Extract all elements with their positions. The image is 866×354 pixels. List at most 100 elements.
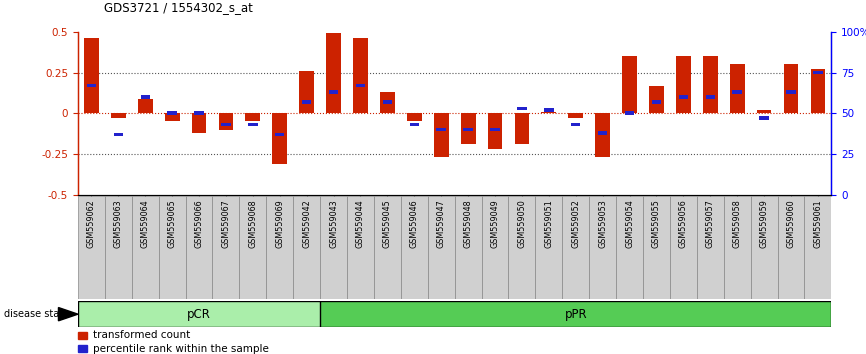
Text: GSM559043: GSM559043: [329, 200, 338, 248]
Bar: [703, 56, 718, 113]
Text: GSM559052: GSM559052: [572, 200, 580, 249]
Text: GSM559060: GSM559060: [786, 200, 796, 248]
Bar: [113, 133, 123, 136]
Bar: [706, 95, 715, 99]
Text: GSM559069: GSM559069: [275, 200, 284, 248]
Bar: [562, 196, 589, 299]
Bar: [508, 196, 535, 299]
Bar: [138, 99, 152, 113]
Bar: [544, 108, 553, 112]
Bar: [167, 112, 177, 115]
Bar: [676, 56, 691, 113]
Text: GSM559068: GSM559068: [249, 200, 257, 248]
Bar: [221, 123, 230, 126]
Text: GSM559059: GSM559059: [759, 200, 769, 249]
Bar: [302, 100, 312, 104]
Bar: [733, 90, 742, 94]
Bar: [165, 113, 179, 121]
Bar: [78, 332, 87, 339]
Bar: [87, 84, 96, 87]
Bar: [757, 110, 772, 113]
Bar: [759, 116, 769, 120]
Bar: [643, 196, 670, 299]
Polygon shape: [58, 308, 78, 321]
Bar: [401, 196, 428, 299]
Bar: [275, 133, 284, 136]
Bar: [730, 64, 745, 113]
Bar: [724, 196, 751, 299]
Bar: [84, 38, 99, 113]
Bar: [239, 196, 267, 299]
Text: GSM559064: GSM559064: [140, 200, 150, 248]
Bar: [568, 113, 583, 118]
Bar: [481, 196, 508, 299]
Bar: [535, 196, 562, 299]
Bar: [625, 112, 634, 115]
Bar: [218, 113, 233, 130]
Bar: [272, 113, 288, 164]
Bar: [347, 196, 374, 299]
Text: GSM559062: GSM559062: [87, 200, 96, 248]
Text: GSM559058: GSM559058: [733, 200, 741, 248]
Bar: [78, 196, 105, 299]
Bar: [374, 196, 401, 299]
Bar: [595, 113, 610, 157]
Bar: [356, 84, 365, 87]
Bar: [517, 107, 527, 110]
Bar: [679, 95, 688, 99]
Bar: [158, 196, 185, 299]
Bar: [185, 196, 212, 299]
Bar: [805, 196, 831, 299]
Bar: [326, 34, 341, 113]
Bar: [589, 196, 616, 299]
Bar: [649, 86, 664, 113]
Bar: [105, 196, 132, 299]
Bar: [541, 112, 556, 113]
Bar: [380, 92, 395, 113]
Bar: [267, 196, 294, 299]
Text: GSM559048: GSM559048: [463, 200, 473, 248]
Bar: [697, 196, 724, 299]
Bar: [811, 69, 825, 113]
Bar: [598, 131, 607, 135]
Bar: [78, 301, 320, 327]
Text: GSM559045: GSM559045: [383, 200, 392, 248]
Text: GSM559056: GSM559056: [679, 200, 688, 248]
Text: GDS3721 / 1554302_s_at: GDS3721 / 1554302_s_at: [104, 1, 253, 14]
Text: GSM559053: GSM559053: [598, 200, 607, 248]
Bar: [212, 196, 239, 299]
Text: GSM559051: GSM559051: [545, 200, 553, 248]
Bar: [383, 100, 392, 104]
Bar: [245, 113, 261, 121]
Bar: [320, 196, 347, 299]
Text: GSM559049: GSM559049: [490, 200, 500, 248]
Bar: [140, 95, 150, 99]
Text: disease state: disease state: [4, 309, 69, 319]
Text: pCR: pCR: [187, 308, 211, 321]
Text: percentile rank within the sample: percentile rank within the sample: [93, 343, 268, 354]
Bar: [786, 90, 796, 94]
Text: GSM559047: GSM559047: [436, 200, 446, 248]
Text: GSM559063: GSM559063: [113, 200, 123, 248]
Bar: [111, 113, 126, 118]
Text: GSM559067: GSM559067: [222, 200, 230, 248]
Text: GSM559044: GSM559044: [356, 200, 365, 248]
Text: transformed count: transformed count: [93, 330, 191, 341]
Bar: [778, 196, 805, 299]
Text: GSM559042: GSM559042: [302, 200, 311, 248]
Bar: [434, 113, 449, 157]
Bar: [784, 64, 798, 113]
Bar: [490, 128, 500, 131]
Text: GSM559054: GSM559054: [625, 200, 634, 248]
Text: GSM559050: GSM559050: [517, 200, 527, 248]
Bar: [461, 113, 475, 144]
Bar: [407, 113, 422, 121]
Bar: [488, 113, 502, 149]
Bar: [571, 123, 580, 126]
Bar: [616, 196, 643, 299]
Text: GSM559066: GSM559066: [195, 200, 204, 248]
Text: GSM559065: GSM559065: [168, 200, 177, 248]
Text: GSM559057: GSM559057: [706, 200, 714, 249]
Bar: [249, 123, 257, 126]
Bar: [463, 128, 473, 131]
